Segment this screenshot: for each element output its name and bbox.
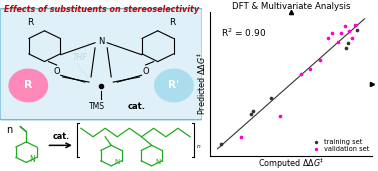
FancyBboxPatch shape	[0, 9, 202, 120]
Point	[325, 36, 331, 39]
Point	[298, 73, 304, 76]
Legend: training set, validation set: training set, validation set	[309, 139, 369, 152]
Text: cat.: cat.	[53, 131, 70, 141]
Text: THF: THF	[73, 53, 88, 62]
Circle shape	[155, 69, 193, 102]
Point	[218, 143, 225, 146]
Point	[354, 29, 360, 31]
Text: R': R'	[168, 81, 180, 90]
Text: R: R	[169, 18, 175, 27]
Text: R$^2$ = 0.90: R$^2$ = 0.90	[221, 26, 266, 39]
Point	[250, 110, 256, 113]
Point	[335, 41, 341, 43]
Text: N: N	[115, 159, 120, 166]
Text: n: n	[6, 125, 12, 135]
Y-axis label: Predicted $\Delta\Delta G^{\ddagger}$: Predicted $\Delta\Delta G^{\ddagger}$	[196, 52, 208, 115]
Point	[345, 41, 351, 44]
Text: cat.: cat.	[127, 102, 146, 110]
X-axis label: Computed $\Delta\Delta G^{\ddagger}$: Computed $\Delta\Delta G^{\ddagger}$	[258, 157, 324, 171]
Point	[307, 68, 313, 71]
Point	[342, 24, 348, 27]
Point	[343, 47, 349, 49]
Circle shape	[9, 69, 48, 102]
Text: TMS: TMS	[89, 102, 105, 110]
Text: R: R	[24, 81, 33, 90]
Text: N: N	[155, 159, 160, 166]
Point	[338, 32, 344, 35]
Point	[238, 135, 244, 138]
Point	[277, 115, 284, 118]
Text: $_n$: $_n$	[196, 142, 201, 150]
Title: DFT & Multivariate Analysis: DFT & Multivariate Analysis	[232, 2, 350, 11]
Point	[349, 37, 355, 40]
Point	[346, 29, 352, 32]
Text: N: N	[29, 155, 35, 163]
Point	[352, 23, 358, 26]
Point	[329, 32, 335, 35]
Text: Effects of substituents on stereoselectivity: Effects of substituents on stereoselecti…	[3, 5, 199, 14]
Text: O: O	[53, 67, 60, 76]
Point	[317, 58, 323, 61]
Text: O: O	[142, 67, 149, 76]
Point	[268, 97, 274, 100]
Text: R: R	[27, 18, 34, 27]
Text: N: N	[98, 37, 104, 45]
Point	[248, 112, 254, 115]
